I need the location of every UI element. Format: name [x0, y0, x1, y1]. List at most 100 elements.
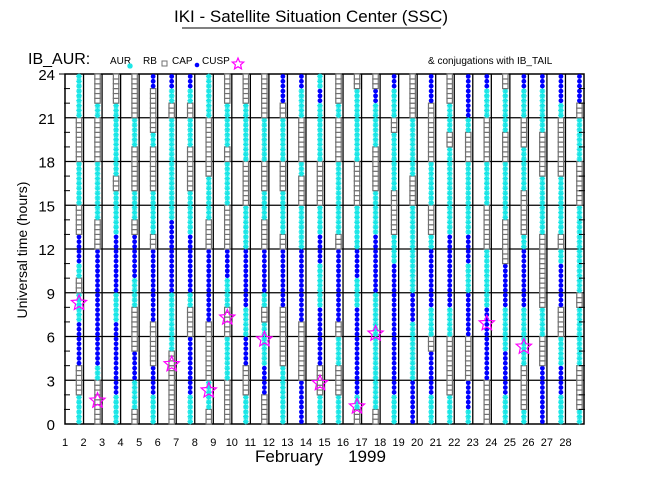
aur-marker: [354, 399, 360, 405]
aur-marker-shape: [539, 185, 546, 191]
rb-marker: [427, 102, 435, 109]
aur-marker: [298, 204, 305, 211]
aur-marker: [168, 214, 175, 221]
aur-marker-shape: [483, 161, 490, 167]
aur-marker-shape: [317, 214, 323, 221]
rb-marker: [298, 175, 305, 182]
cap-marker: [410, 380, 416, 386]
aur-marker: [446, 214, 453, 221]
aur-marker-shape: [261, 136, 268, 143]
aur-marker-shape: [502, 180, 509, 187]
aur-marker-shape: [372, 394, 379, 401]
cap-marker: [428, 297, 434, 303]
aur-marker: [502, 88, 509, 94]
aur-marker-shape: [446, 394, 453, 401]
aur-marker: [391, 180, 397, 187]
cap-marker: [373, 283, 378, 288]
cap-marker: [354, 389, 360, 395]
aur-marker-shape: [131, 399, 138, 405]
aur-marker-shape: [335, 102, 342, 109]
rb-marker: [149, 160, 157, 168]
aur-marker: [521, 238, 527, 245]
aur-marker: [168, 180, 175, 187]
aur-marker: [521, 316, 527, 323]
cap-marker: [187, 346, 193, 352]
rb-marker: [557, 233, 565, 240]
aur-marker-shape: [354, 238, 360, 245]
conjugation-star: [255, 329, 274, 348]
aur-marker: [76, 190, 82, 196]
aur-marker: [335, 413, 342, 420]
x-tick-label: 10: [226, 437, 238, 449]
aur-marker-shape: [243, 321, 249, 328]
aur-marker-shape: [94, 185, 101, 191]
aur-marker: [150, 413, 156, 420]
cap-marker: [206, 273, 212, 279]
aur-marker-shape: [168, 117, 175, 124]
aur-marker: [187, 418, 194, 425]
aur-marker-shape: [243, 102, 249, 109]
aur-marker: [205, 214, 212, 221]
x-tick-label: 26: [522, 437, 534, 449]
aur-marker-shape: [168, 331, 175, 337]
cap-marker: [465, 234, 471, 240]
rb-marker: [242, 73, 250, 80]
aur-marker: [298, 161, 305, 167]
cap-marker: [465, 93, 471, 99]
rb-marker: [298, 321, 305, 328]
aur-marker: [261, 350, 268, 357]
aur-marker-shape: [521, 93, 527, 99]
aur-marker: [317, 409, 323, 415]
x-tick-label: 9: [210, 437, 216, 449]
cap-marker: [465, 258, 471, 264]
aur-marker-shape: [298, 88, 305, 94]
cap-marker: [76, 249, 82, 254]
aur-marker: [409, 365, 416, 371]
cap-marker: [391, 317, 397, 322]
x-tick-label: 21: [430, 437, 442, 449]
cap-marker: [169, 244, 175, 249]
aur-marker-shape: [391, 404, 397, 410]
aur-marker: [354, 136, 360, 143]
rb-marker: [483, 146, 491, 153]
aur-marker-shape: [409, 224, 416, 230]
aur-marker-shape: [465, 209, 472, 216]
cap-marker: [299, 278, 304, 284]
rb-marker: [335, 131, 342, 138]
cap-marker: [354, 351, 360, 356]
aur-marker-shape: [76, 165, 82, 172]
aur-marker-shape: [576, 117, 583, 124]
cap-marker: [539, 409, 545, 415]
aur-marker-shape: [558, 413, 564, 420]
aur-marker-shape: [372, 370, 379, 376]
aur-marker-shape: [150, 214, 156, 221]
aur-marker: [465, 161, 472, 167]
aur-marker: [428, 413, 434, 420]
aur-marker: [539, 195, 546, 201]
cap-marker: [539, 385, 545, 390]
aur-marker-shape: [409, 287, 416, 294]
legend-label-cap: CAP: [172, 56, 193, 67]
rb-marker: [131, 219, 138, 226]
rb-marker: [223, 87, 231, 95]
aur-marker-shape: [465, 263, 472, 269]
rb-marker: [557, 160, 565, 168]
cap-marker: [187, 351, 193, 356]
cap-marker: [299, 263, 304, 269]
aur-marker-shape: [94, 190, 101, 196]
aur-marker: [576, 360, 583, 366]
rb-marker: [427, 204, 435, 211]
aur-marker-shape: [372, 297, 379, 303]
rb-marker: [261, 160, 268, 168]
rb-marker: [223, 233, 231, 240]
aur-marker-shape: [224, 355, 231, 362]
aur-marker-shape: [576, 263, 583, 269]
aur-marker: [521, 151, 527, 158]
aur-marker-shape: [521, 311, 527, 318]
aur-marker-shape: [539, 307, 546, 313]
aur-marker-shape: [224, 370, 231, 376]
aur-marker-shape: [150, 204, 156, 211]
aur-marker: [187, 409, 194, 415]
cap-marker: [484, 341, 490, 347]
aur-marker: [113, 122, 119, 128]
